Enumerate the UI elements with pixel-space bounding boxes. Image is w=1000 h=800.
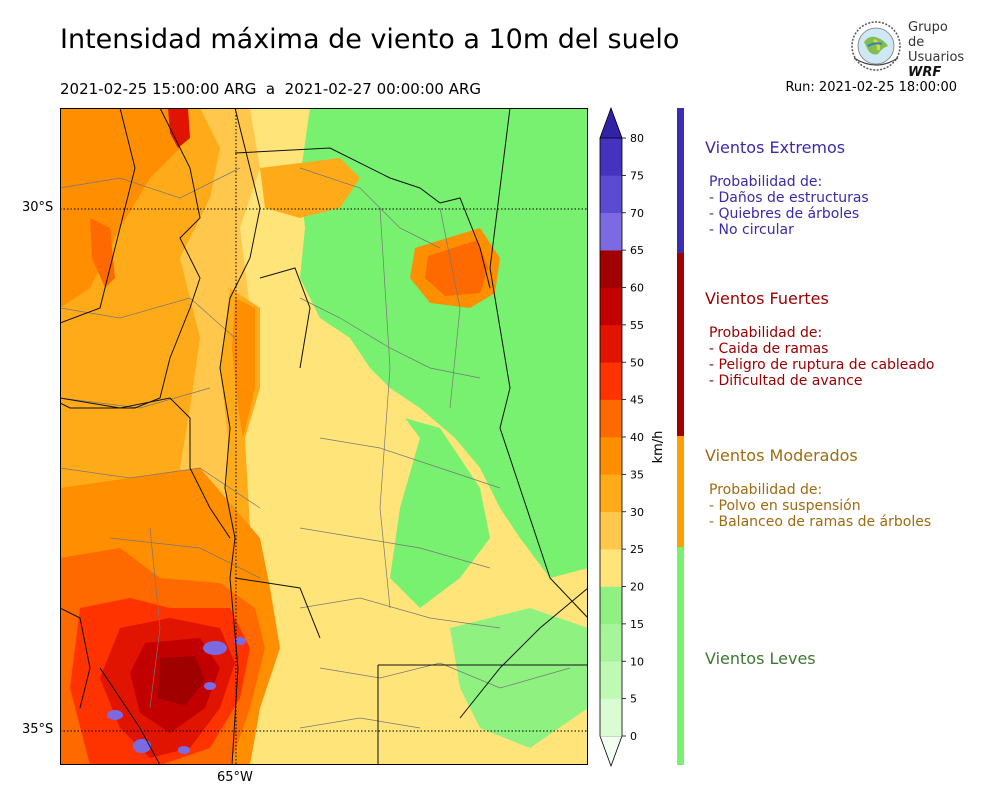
wind-spot-70-75-3 (204, 682, 216, 690)
colorbar-segment (600, 549, 622, 587)
colorbar-tick-label: 30 (630, 506, 644, 519)
colorbar-tick-label: 0 (630, 730, 637, 743)
legend-extremos-line: - Quiebres de árboles (709, 206, 860, 222)
wind-fill-65-70-southwest (158, 656, 205, 706)
colorbar-segment (600, 175, 622, 214)
colorbar-tick-label: 55 (630, 319, 644, 332)
district-borders (60, 167, 571, 729)
colorbar-unit-label: km/h (651, 431, 666, 464)
colorbar: 0 5 10 15 20 25 30 35 40 45 50 55 60 65 70 75 80 km/h (596, 106, 676, 768)
colorbar-segment (600, 623, 622, 662)
legend-moderados-body: Probabilidad de: - Polvo en suspensión -… (705, 482, 931, 530)
legend-bands (677, 108, 685, 765)
chart-title: Intensidad máxima de viento a 10m del su… (60, 24, 680, 55)
legend-band-moderados (677, 436, 684, 547)
logo-line-1: Grupo de (908, 20, 948, 50)
legend-band-fuertes (677, 253, 684, 436)
wind-fill-50-55-north (168, 108, 190, 148)
colorbar-tick-label: 35 (630, 468, 644, 481)
logo-text: Grupo de Usuarios WRF (908, 20, 968, 80)
colorbar-segment (600, 212, 622, 251)
colorbar-tick-label: 10 (630, 655, 644, 668)
legend-extremos-line: - No circular (709, 222, 794, 238)
colorbar-tick-label: 50 (630, 356, 644, 369)
legend-extremos: Vientos Extremos Probabilidad de: - Daño… (705, 138, 869, 238)
colorbar-tick-label: 65 (630, 244, 644, 257)
colorbar-tick-label: 15 (630, 618, 644, 631)
colorbar-extend-max (599, 106, 623, 139)
colorbar-segment (600, 138, 622, 176)
period-subtitle: 2021-02-25 15:00:00 ARG a 2021-02-27 00:… (60, 80, 482, 98)
colorbar-segment (600, 698, 622, 737)
wind-spot-70-75-4 (107, 710, 123, 720)
wind-spot-70-75-2 (234, 637, 246, 645)
colorbar-tick-label: 75 (630, 169, 644, 182)
wind-fill-45-50-west-streak (90, 218, 115, 288)
legend-moderados-line: - Polvo en suspensión (709, 498, 861, 514)
wind-fill-40-45-ridge (232, 298, 255, 438)
colorbar-tick-label: 70 (630, 207, 644, 220)
colorbar-tick-label: 20 (630, 581, 644, 594)
map-frame (60, 108, 588, 765)
legend-fuertes-line: - Peligro de ruptura de cableado (709, 357, 935, 373)
colorbar-segment (600, 399, 622, 438)
wind-fill-35-40-north (260, 158, 360, 218)
colorbar-extend-min (599, 735, 623, 768)
legend-leves-title: Vientos Leves (705, 649, 816, 668)
lat-label-30s: 30°S (22, 200, 54, 215)
legend-extremos-line: Probabilidad de: (709, 174, 823, 190)
wind-fill-45-50-ne-hotspot (425, 240, 488, 296)
colorbar-tick-label: 80 (630, 132, 644, 145)
legend-extremos-body: Probabilidad de: - Daños de estructuras … (705, 174, 869, 238)
wind-fill-40-45-west (60, 108, 180, 308)
legend-extremos-line: - Daños de estructuras (709, 190, 869, 206)
colorbar-segment (600, 362, 622, 400)
colorbar-segment (600, 250, 622, 288)
wind-spot-70-75-5 (133, 739, 151, 753)
wind-fill-25-30-wedge (330, 368, 420, 608)
lat-label-35s: 35°S (22, 722, 54, 737)
colorbar-tick-label: 45 (630, 394, 644, 407)
lon-label-65w: 65°W (217, 770, 253, 785)
colorbar-segment (600, 586, 622, 625)
colorbar-segment (600, 661, 622, 699)
legend-fuertes-title: Vientos Fuertes (705, 289, 829, 308)
wind-spot-70-75-1 (203, 641, 227, 655)
colorbar-segment (600, 511, 622, 550)
province-borders (60, 108, 588, 765)
colorbar-tick-label: 40 (630, 431, 644, 444)
legend-moderados-line: Probabilidad de: (709, 482, 823, 498)
wind-map (60, 108, 588, 765)
legend-leves: Vientos Leves (705, 649, 816, 668)
wrf-logo: Grupo de Usuarios WRF (848, 18, 968, 80)
legend-extremos-title: Vientos Extremos (705, 138, 846, 157)
legend-fuertes-body: Probabilidad de: - Caida de ramas - Peli… (705, 325, 934, 389)
colorbar-tick-label: 5 (630, 693, 637, 706)
legend-fuertes-line: - Caida de ramas (709, 341, 829, 357)
wind-fill-20-25-southeast (450, 608, 588, 748)
colorbar-segment (600, 474, 622, 513)
wind-spot-70-75-6 (178, 746, 190, 754)
colorbar-segment (600, 437, 622, 475)
graticule (60, 108, 588, 765)
legend-moderados-line: - Balanceo de ramas de árboles (709, 514, 932, 530)
wind-fill-20-25-northeast (300, 108, 588, 578)
legend-moderados: Vientos Moderados Probabilidad de: - Pol… (705, 446, 931, 530)
legend-fuertes: Vientos Fuertes Probabilidad de: - Caida… (705, 289, 934, 389)
colorbar-segment (600, 287, 622, 326)
colorbar-tick-label: 60 (630, 282, 644, 295)
legend-moderados-title: Vientos Moderados (705, 446, 858, 465)
legend-band-extremos (677, 108, 684, 253)
globe-logo-icon (851, 21, 901, 71)
colorbar-tick-label: 25 (630, 543, 644, 556)
logo-wrf: WRF (908, 65, 942, 80)
colorbar-segment (600, 324, 622, 363)
logo-line-2: Usuarios (908, 50, 965, 65)
legend-fuertes-line: - Dificultad de avance (709, 373, 863, 389)
run-timestamp: Run: 2021-02-25 18:00:00 (785, 80, 957, 95)
legend-band-leves (677, 547, 684, 765)
legend-fuertes-line: Probabilidad de: (709, 325, 823, 341)
